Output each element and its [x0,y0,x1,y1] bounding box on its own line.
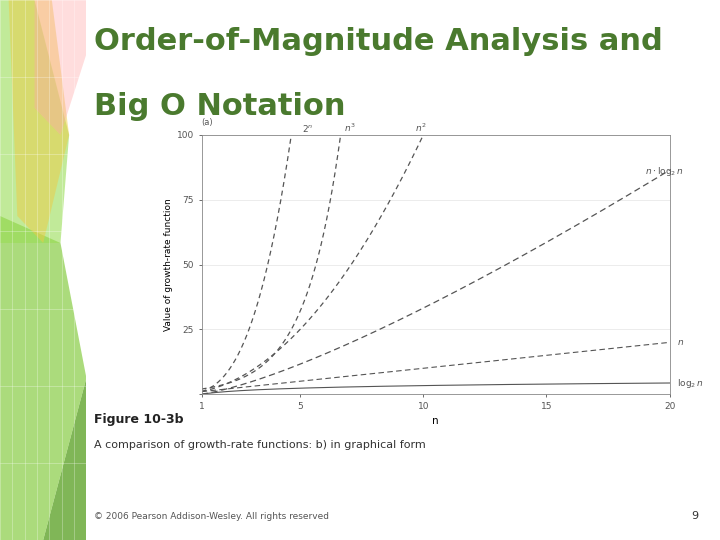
Polygon shape [0,216,86,540]
Text: $n$: $n$ [677,338,684,347]
Text: $\log_2 n$: $\log_2 n$ [677,376,703,389]
Polygon shape [0,0,69,243]
Text: Order-of-Magnitude Analysis and: Order-of-Magnitude Analysis and [94,27,662,56]
Y-axis label: Value of growth-rate function: Value of growth-rate function [163,198,173,331]
Polygon shape [35,0,86,135]
Text: Figure 10-3b: Figure 10-3b [94,413,183,426]
Text: $n^2$: $n^2$ [415,122,426,134]
Text: © 2006 Pearson Addison-Wesley. All rights reserved: © 2006 Pearson Addison-Wesley. All right… [94,512,328,521]
Text: (a): (a) [202,118,213,127]
Text: $2^n$: $2^n$ [302,123,313,134]
Polygon shape [0,378,86,540]
Text: 9: 9 [691,511,698,521]
Text: $n \cdot \log_2 n$: $n \cdot \log_2 n$ [645,165,684,178]
Text: Big O Notation: Big O Notation [94,92,345,121]
X-axis label: n: n [432,416,439,427]
Polygon shape [9,0,69,243]
Text: A comparison of growth-rate functions: b) in graphical form: A comparison of growth-rate functions: b… [94,440,426,450]
Text: $n^3$: $n^3$ [343,122,355,134]
